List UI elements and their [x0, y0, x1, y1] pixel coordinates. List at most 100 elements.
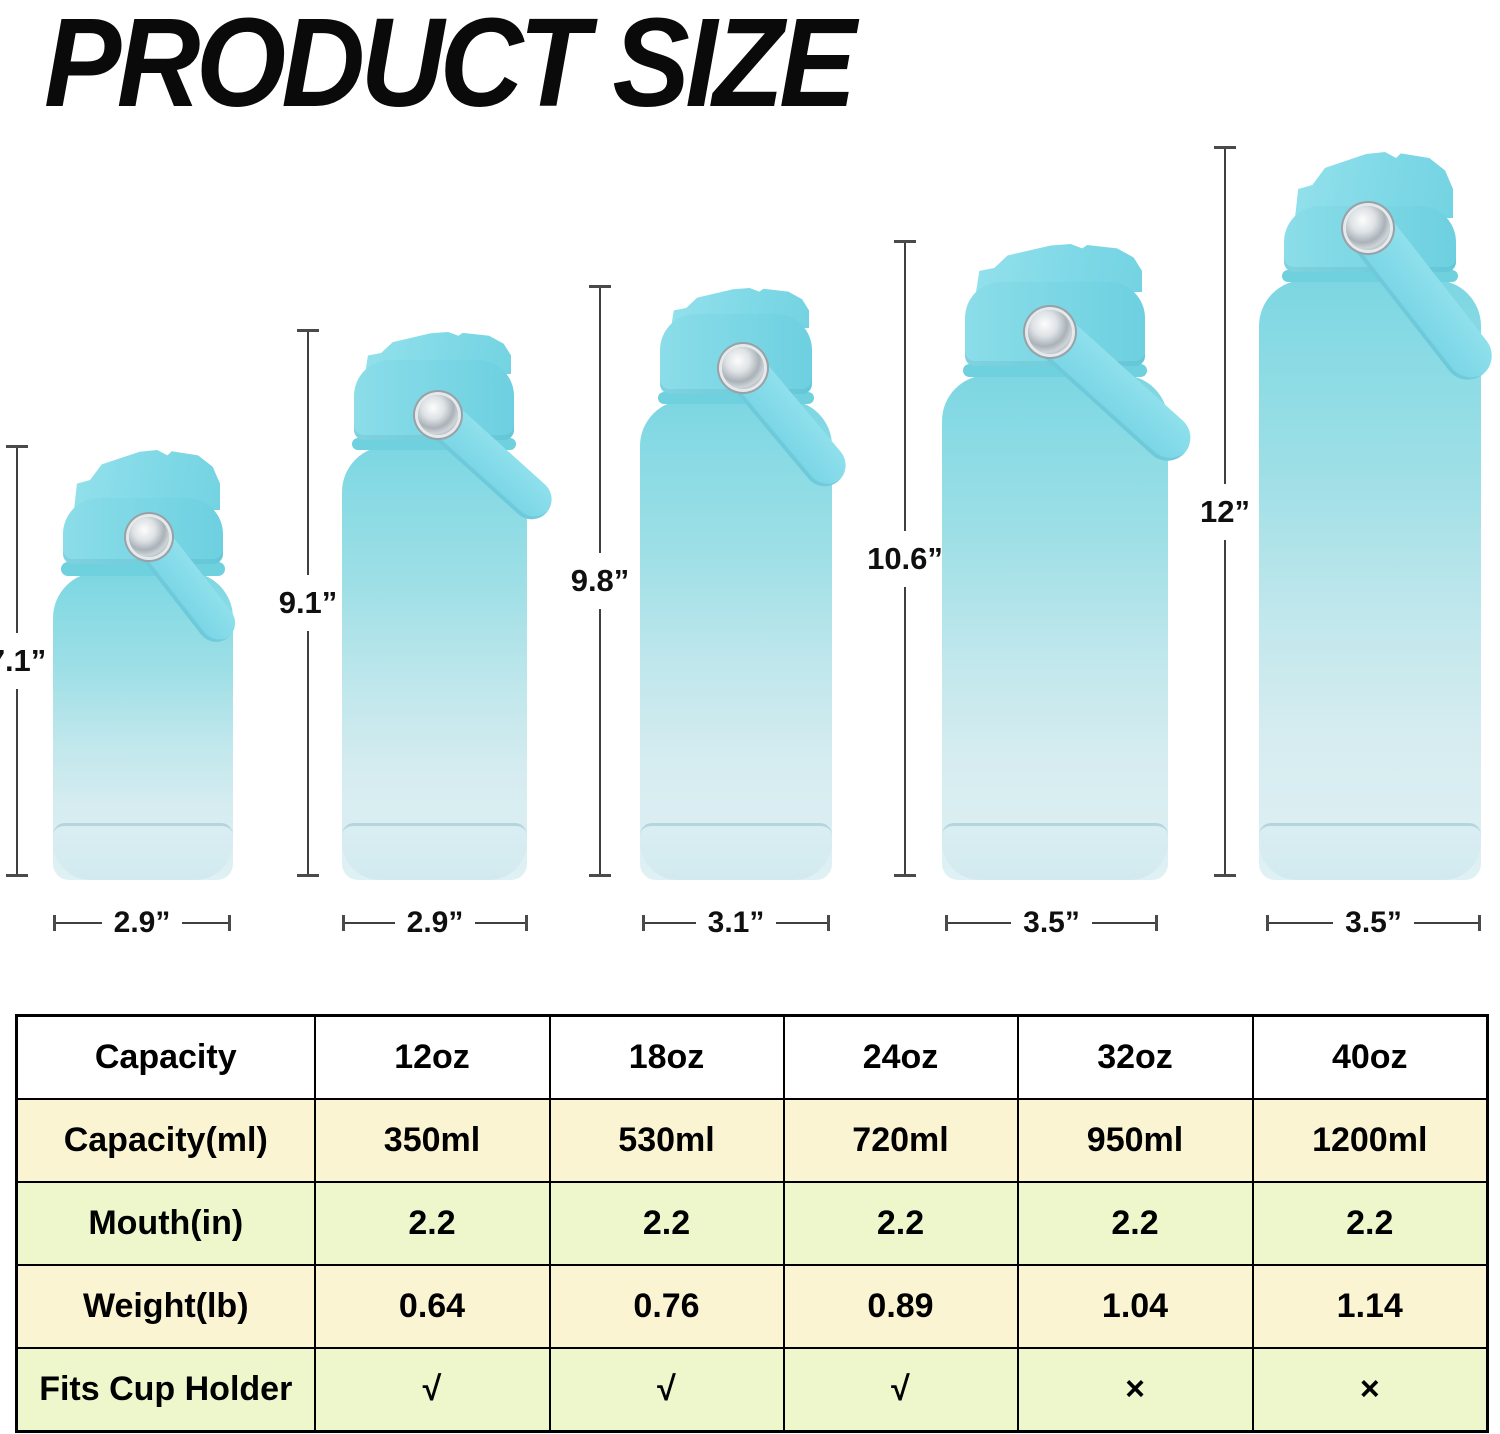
- bottle-figure-32oz: [942, 244, 1200, 880]
- handle-pivot-medallion-icon: [722, 347, 764, 389]
- width-label: 3.1”: [707, 906, 765, 939]
- spec-table: Capacity 12oz 18oz 24oz 32oz 40oz Capaci…: [15, 1014, 1489, 1433]
- tick: [1478, 915, 1481, 931]
- row-label: Fits Cup Holder: [15, 1347, 316, 1433]
- cell: 2.2: [1251, 1181, 1489, 1266]
- header-cell: Capacity: [15, 1014, 316, 1100]
- cell: 2.2: [1016, 1181, 1254, 1266]
- bottle-figure-12oz: [53, 450, 243, 880]
- line: [16, 448, 18, 633]
- table-row-weight: Weight(lb) 0.64 0.76 0.89 1.04 1.14: [15, 1264, 1489, 1349]
- width-dimension-24oz: 3.1”: [642, 906, 830, 939]
- line: [182, 922, 228, 924]
- height-dimension-40oz: 12”: [1200, 146, 1250, 877]
- tick: [589, 874, 611, 877]
- width-label: 2.9”: [406, 906, 464, 939]
- tick: [1155, 915, 1158, 931]
- handle-pivot-medallion-icon: [1346, 206, 1390, 250]
- tick: [894, 874, 916, 877]
- tick: [894, 240, 916, 243]
- header-cell: 40oz: [1251, 1014, 1489, 1100]
- bottle-body: [342, 446, 527, 880]
- line: [776, 922, 827, 924]
- bottle-figure-18oz: [342, 332, 560, 880]
- tick: [1214, 874, 1236, 877]
- bottle-base-boot: [1259, 823, 1481, 880]
- tick: [53, 915, 56, 931]
- table-row-mouth: Mouth(in) 2.2 2.2 2.2 2.2 2.2: [15, 1181, 1489, 1266]
- height-dimension-24oz: 9.8”: [571, 285, 629, 877]
- line: [56, 922, 102, 924]
- check-mark: √: [313, 1347, 551, 1433]
- handle-pivot-medallion-icon: [418, 395, 458, 435]
- header-cell: 18oz: [548, 1014, 785, 1100]
- cross-mark: ×: [1251, 1347, 1489, 1433]
- width-dimension-18oz: 2.9”: [342, 906, 528, 939]
- tick: [642, 915, 645, 931]
- row-label: Weight(lb): [15, 1264, 316, 1349]
- line: [475, 922, 525, 924]
- bottle-base-boot: [53, 823, 233, 880]
- line: [599, 609, 601, 874]
- header-cell: 32oz: [1016, 1014, 1254, 1100]
- line: [1413, 922, 1478, 924]
- line: [1224, 149, 1226, 484]
- tick: [297, 329, 319, 332]
- height-label: 12”: [1200, 493, 1250, 529]
- bottle-body: [1259, 280, 1481, 880]
- line: [1269, 922, 1334, 924]
- height-label: 9.1”: [278, 585, 338, 620]
- width-label: 3.5”: [1023, 906, 1080, 939]
- cross-mark: ×: [1016, 1347, 1254, 1433]
- tick: [342, 915, 345, 931]
- height-dimension-32oz: 10.6”: [867, 240, 943, 877]
- cell: 350ml: [313, 1098, 551, 1183]
- header-cell: 24oz: [782, 1014, 1019, 1100]
- cell: 530ml: [548, 1098, 785, 1183]
- bottle-base-boot: [640, 823, 832, 880]
- check-mark: √: [548, 1347, 785, 1433]
- tick: [6, 874, 28, 877]
- tick: [827, 915, 830, 931]
- width-label: 3.5”: [1345, 906, 1402, 939]
- check-mark: √: [782, 1347, 1019, 1433]
- bottle-body: [942, 375, 1168, 880]
- table-row-fits-cup-holder: Fits Cup Holder √ √ √ × ×: [15, 1347, 1489, 1433]
- height-dimension-18oz: 9.1”: [279, 329, 337, 877]
- line: [307, 631, 309, 874]
- line: [307, 332, 309, 575]
- line: [345, 922, 395, 924]
- line: [904, 586, 906, 874]
- width-dimension-40oz: 3.5”: [1266, 906, 1481, 939]
- table-header-row: Capacity 12oz 18oz 24oz 32oz 40oz: [15, 1014, 1489, 1100]
- bottle-body: [640, 400, 832, 880]
- line: [1224, 539, 1226, 874]
- cell: 0.76: [548, 1264, 785, 1349]
- tick: [228, 915, 231, 931]
- height-label: 9.8”: [570, 563, 630, 598]
- height-dimension-12oz: 7.1”: [0, 445, 46, 877]
- table-row-capacity-ml: Capacity(ml) 350ml 530ml 720ml 950ml 120…: [15, 1098, 1489, 1183]
- cell: 950ml: [1016, 1098, 1254, 1183]
- bottle-base-boot: [942, 823, 1168, 880]
- height-label: 10.6”: [867, 540, 943, 576]
- tick: [945, 915, 948, 931]
- bottle-figure-24oz: [640, 288, 855, 880]
- handle-pivot-medallion-icon: [129, 517, 169, 557]
- page-title: PRODUCT SIZE: [44, 0, 856, 133]
- cell: 0.89: [782, 1264, 1019, 1349]
- tick: [589, 285, 611, 288]
- cell: 2.2: [548, 1181, 785, 1266]
- line: [1091, 922, 1155, 924]
- row-label: Mouth(in): [15, 1181, 316, 1266]
- tick: [1214, 146, 1236, 149]
- bottle-base-boot: [342, 823, 527, 880]
- line: [948, 922, 1012, 924]
- tick: [297, 874, 319, 877]
- bottle-figure-40oz: [1259, 152, 1500, 880]
- cell: 0.64: [313, 1264, 551, 1349]
- row-label: Capacity(ml): [15, 1098, 316, 1183]
- line: [599, 288, 601, 553]
- cell: 1.04: [1016, 1264, 1254, 1349]
